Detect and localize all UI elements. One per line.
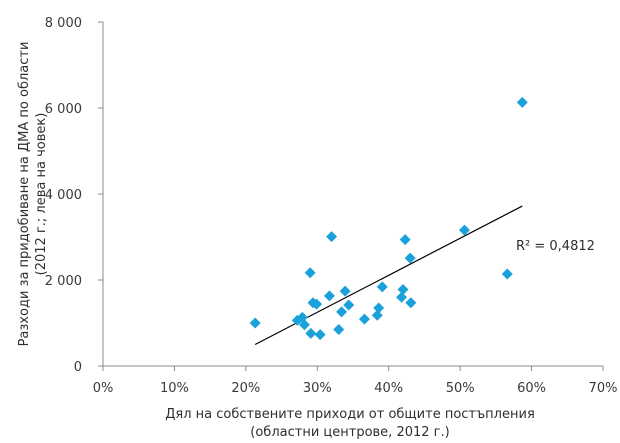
data-point: [397, 283, 409, 295]
data-point: [358, 313, 370, 325]
data-point: [305, 327, 317, 339]
x-tick-label: 70%: [589, 381, 618, 396]
data-point: [336, 306, 348, 318]
data-point: [339, 285, 351, 297]
data-point: [399, 234, 411, 246]
y-axis-title-line-2: (2012 г.; лева на човек): [34, 113, 49, 276]
data-point: [404, 252, 416, 264]
y-tick-label: 8 000: [45, 16, 82, 31]
y-axis-title: Разходи за придобиване на ДМА по области…: [17, 42, 49, 347]
y-axis-title-line-1: Разходи за придобиване на ДМА по области: [17, 42, 32, 347]
data-point: [249, 317, 261, 329]
data-point: [311, 298, 323, 310]
x-tick-label: 40%: [374, 381, 403, 396]
data-point: [501, 268, 513, 280]
y-tick-label: 6 000: [45, 102, 82, 117]
data-point: [326, 231, 338, 243]
data-point: [371, 309, 383, 321]
data-points: [249, 96, 528, 341]
data-point: [376, 281, 388, 293]
x-tick-label: 60%: [517, 381, 546, 396]
y-tick-label: 2 000: [45, 274, 82, 289]
x-axis-title: Дял на собствените приходи от общите пос…: [165, 407, 535, 440]
x-tick-label: 30%: [303, 381, 332, 396]
r-squared-annotation: R² = 0,4812: [516, 239, 595, 254]
y-tick-label: 0: [74, 360, 82, 375]
y-ticks: 0 2 000 4 000 6 000 8 000: [45, 16, 103, 375]
x-tick-label: 20%: [231, 381, 260, 396]
x-tick-label: 0%: [93, 381, 114, 396]
data-point: [333, 323, 345, 335]
data-point: [405, 297, 417, 309]
data-point: [343, 299, 355, 311]
data-point: [373, 302, 385, 314]
data-point: [298, 319, 310, 331]
x-axis-title-line-2: (областни центрове, 2012 г.): [250, 425, 449, 440]
data-point: [516, 96, 528, 108]
x-tick-label: 10%: [160, 381, 189, 396]
x-tick-label: 50%: [446, 381, 475, 396]
data-point: [396, 291, 408, 303]
x-ticks: 0% 10% 20% 30% 40% 50% 60% 70%: [93, 366, 618, 396]
axes: [102, 22, 603, 367]
data-point: [314, 329, 326, 341]
x-axis-title-line-1: Дял на собствените приходи от общите пос…: [165, 407, 535, 422]
data-point: [458, 224, 470, 236]
y-tick-label: 4 000: [45, 188, 82, 203]
data-point: [323, 290, 335, 302]
data-point: [304, 267, 316, 279]
